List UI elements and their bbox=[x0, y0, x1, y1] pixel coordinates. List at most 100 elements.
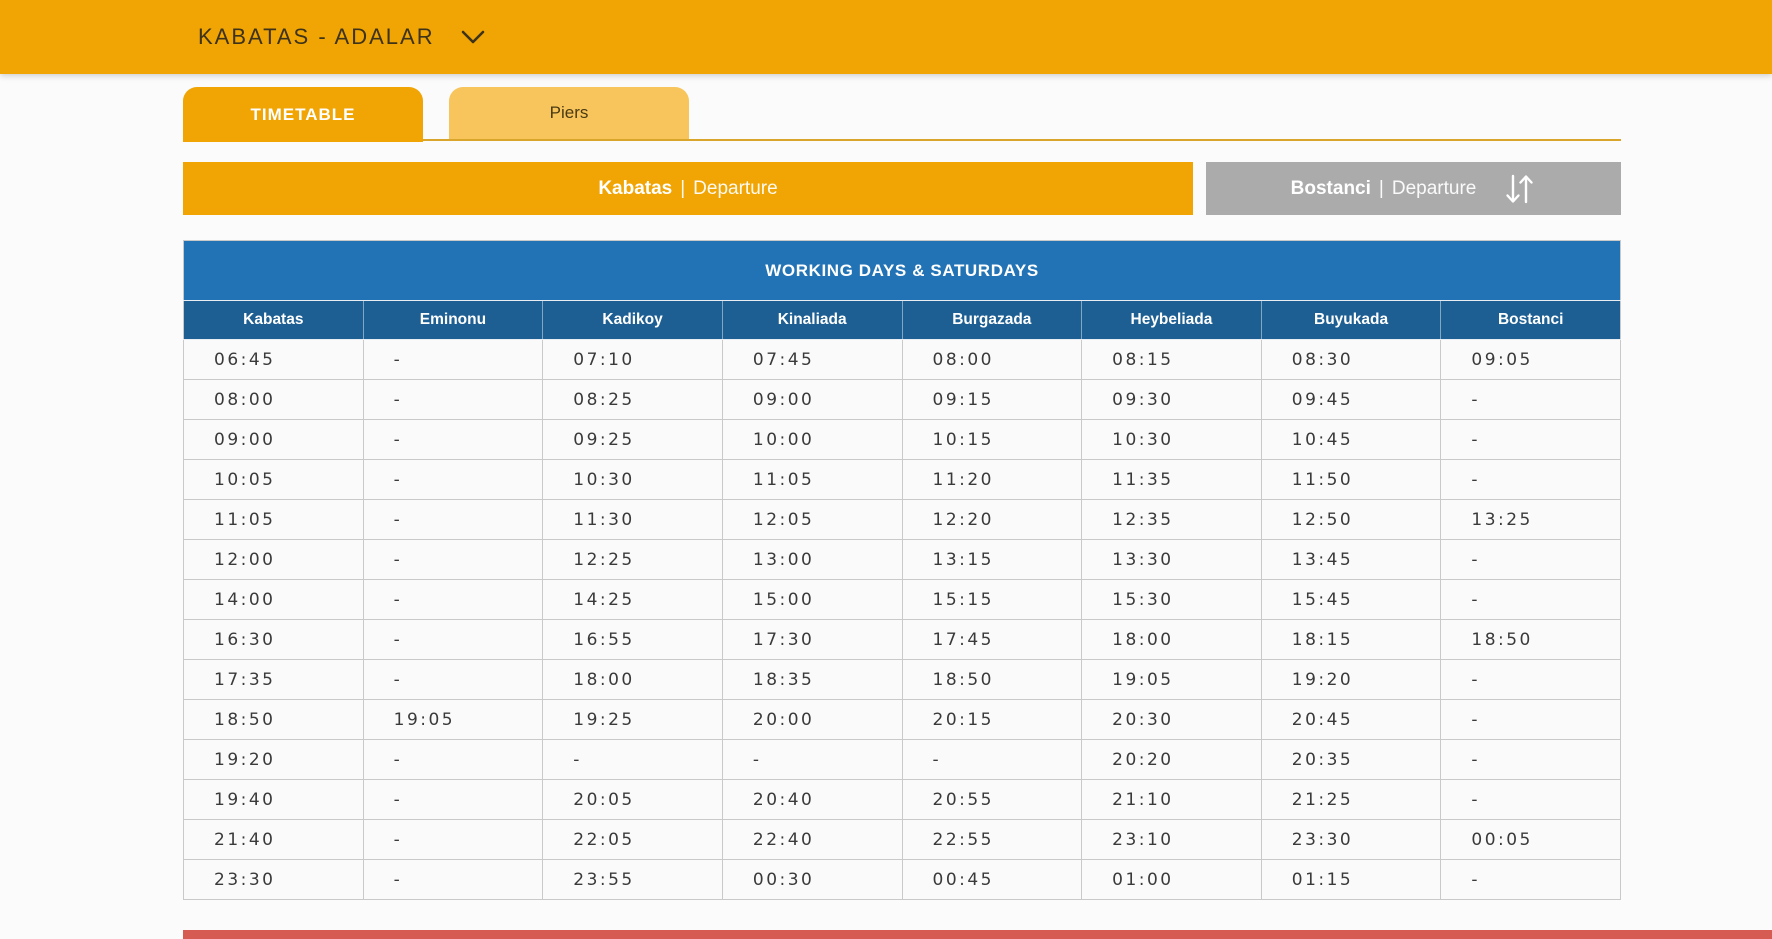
time-cell: 18:50 bbox=[183, 699, 364, 740]
time-cell: 13:30 bbox=[1081, 539, 1262, 580]
tab-timetable[interactable]: TIMETABLE bbox=[183, 87, 423, 142]
time-cell: 07:10 bbox=[542, 339, 723, 380]
time-cell: 11:35 bbox=[1081, 459, 1262, 500]
time-cell: 23:10 bbox=[1081, 819, 1262, 860]
route-selector-label: KABATAS - ADALAR bbox=[198, 24, 435, 49]
time-cell: 01:15 bbox=[1260, 859, 1442, 900]
direction-suffix-label: Departure bbox=[693, 177, 778, 199]
time-cell: 19:05 bbox=[362, 699, 544, 740]
table-row: 11:05-11:30 12:05 12:20 12:35 12:50 13:25 bbox=[183, 499, 1621, 540]
time-cell: 22:40 bbox=[721, 819, 903, 860]
table-row: 18:50 19:05 19:25 20:00 20:15 20:30 20:45- bbox=[183, 699, 1621, 740]
tab-bar: TIMETABLE Piers bbox=[183, 87, 1621, 142]
route-selector-dropdown[interactable]: KABATAS - ADALAR bbox=[198, 24, 485, 50]
column-header: Buyukada bbox=[1260, 300, 1441, 340]
direction-toggle-row: Kabatas | Departure Bostanci | Departure bbox=[183, 162, 1621, 215]
time-cell: 18:50 bbox=[901, 659, 1083, 700]
time-cell: 20:05 bbox=[542, 779, 723, 820]
time-cell: 00:05 bbox=[1440, 819, 1621, 860]
time-cell: 18:00 bbox=[542, 659, 723, 700]
time-cell: - bbox=[1440, 539, 1621, 580]
time-cell: - bbox=[362, 419, 544, 460]
time-cell: 21:10 bbox=[1081, 779, 1262, 820]
time-cell: - bbox=[1440, 699, 1621, 740]
time-cell: 10:00 bbox=[721, 419, 903, 460]
time-cell: 13:45 bbox=[1260, 539, 1442, 580]
time-cell: 12:25 bbox=[542, 539, 723, 580]
time-cell: - bbox=[721, 739, 903, 780]
time-cell: 10:30 bbox=[542, 459, 723, 500]
table-row: 12:00-12:25 13:00 13:15 13:30 13:45- bbox=[183, 539, 1621, 580]
time-cell: - bbox=[362, 619, 544, 660]
time-cell: 09:15 bbox=[901, 379, 1083, 420]
table-row: 10:05-10:30 11:05 11:20 11:35 11:50- bbox=[183, 459, 1621, 500]
time-cell: 09:00 bbox=[721, 379, 903, 420]
time-cell: 07:45 bbox=[721, 339, 903, 380]
table-row: 19:20- - - -20:20 20:35- bbox=[183, 739, 1621, 780]
time-cell: 08:15 bbox=[1081, 339, 1262, 380]
column-header: Kabatas bbox=[183, 300, 364, 340]
time-cell: 13:15 bbox=[901, 539, 1083, 580]
column-header: Burgazada bbox=[901, 300, 1082, 340]
app-header: KABATAS - ADALAR bbox=[0, 0, 1772, 74]
time-cell: 21:25 bbox=[1260, 779, 1442, 820]
direction-button-kabatas[interactable]: Kabatas | Departure bbox=[183, 162, 1193, 215]
table-row: 09:00-09:25 10:00 10:15 10:30 10:45- bbox=[183, 419, 1621, 460]
time-cell: - bbox=[362, 739, 544, 780]
time-cell: - bbox=[362, 539, 544, 580]
tab-underline bbox=[183, 139, 1621, 141]
time-cell: 11:50 bbox=[1260, 459, 1442, 500]
time-cell: - bbox=[362, 659, 544, 700]
time-cell: 12:50 bbox=[1260, 499, 1442, 540]
time-cell: 16:55 bbox=[542, 619, 723, 660]
time-cell: - bbox=[362, 859, 544, 900]
time-cell: 08:00 bbox=[183, 379, 364, 420]
table-row: 23:30-23:55 00:30 00:45 01:00 01:15- bbox=[183, 859, 1621, 900]
timetable-banner-title: WORKING DAYS & SATURDAYS bbox=[183, 240, 1621, 301]
direction-separator: | bbox=[1378, 177, 1384, 199]
time-cell: 17:30 bbox=[721, 619, 903, 660]
main-content: TIMETABLE Piers Kabatas | Departure Bost… bbox=[183, 87, 1621, 900]
time-cell: - bbox=[1440, 379, 1621, 420]
time-cell: 20:35 bbox=[1260, 739, 1442, 780]
time-cell: - bbox=[362, 819, 544, 860]
time-cell: 11:20 bbox=[901, 459, 1083, 500]
timetable-banner-row: WORKING DAYS & SATURDAYS bbox=[183, 240, 1621, 301]
column-header: Heybeliada bbox=[1081, 300, 1262, 340]
time-cell: - bbox=[1440, 779, 1621, 820]
tab-piers[interactable]: Piers bbox=[449, 87, 689, 139]
table-row: 14:00-14:25 15:00 15:15 15:30 15:45- bbox=[183, 579, 1621, 620]
time-cell: 18:15 bbox=[1260, 619, 1442, 660]
time-cell: 19:20 bbox=[183, 739, 364, 780]
direction-button-bostanci[interactable]: Bostanci | Departure bbox=[1206, 162, 1621, 215]
time-cell: 21:40 bbox=[183, 819, 364, 860]
time-cell: 09:25 bbox=[542, 419, 723, 460]
time-cell: 11:05 bbox=[721, 459, 903, 500]
table-row: 21:40-22:05 22:40 22:55 23:10 23:30 00:05 bbox=[183, 819, 1621, 860]
time-cell: 13:00 bbox=[721, 539, 903, 580]
time-cell: 18:35 bbox=[721, 659, 903, 700]
time-cell: 18:50 bbox=[1440, 619, 1621, 660]
time-cell: 09:00 bbox=[183, 419, 364, 460]
direction-suffix-label: Departure bbox=[1391, 177, 1477, 199]
direction-separator: | bbox=[680, 177, 686, 199]
bottom-accent-bar bbox=[183, 930, 1772, 939]
time-cell: - bbox=[1440, 859, 1621, 900]
time-cell: 15:45 bbox=[1260, 579, 1442, 620]
time-cell: 11:05 bbox=[183, 499, 364, 540]
table-row: 08:00-08:25 09:00 09:15 09:30 09:45- bbox=[183, 379, 1621, 420]
time-cell: - bbox=[362, 779, 544, 820]
time-cell: 20:40 bbox=[721, 779, 903, 820]
time-cell: 22:55 bbox=[901, 819, 1083, 860]
column-header: Kadikoy bbox=[542, 300, 723, 340]
timetable-header-row: Kabatas Eminonu Kadikoy Kinaliada Burgazada H… bbox=[183, 300, 1621, 340]
table-row: 06:45-07:10 07:45 08:00 08:15 08:30 09:05 bbox=[183, 339, 1621, 380]
chevron-down-icon bbox=[461, 30, 485, 44]
time-cell: 12:35 bbox=[1081, 499, 1262, 540]
time-cell: - bbox=[1440, 579, 1621, 620]
time-cell: 12:00 bbox=[183, 539, 364, 580]
time-cell: 16:30 bbox=[183, 619, 364, 660]
time-cell: - bbox=[1440, 739, 1621, 780]
time-cell: - bbox=[1440, 459, 1621, 500]
time-cell: - bbox=[362, 459, 544, 500]
